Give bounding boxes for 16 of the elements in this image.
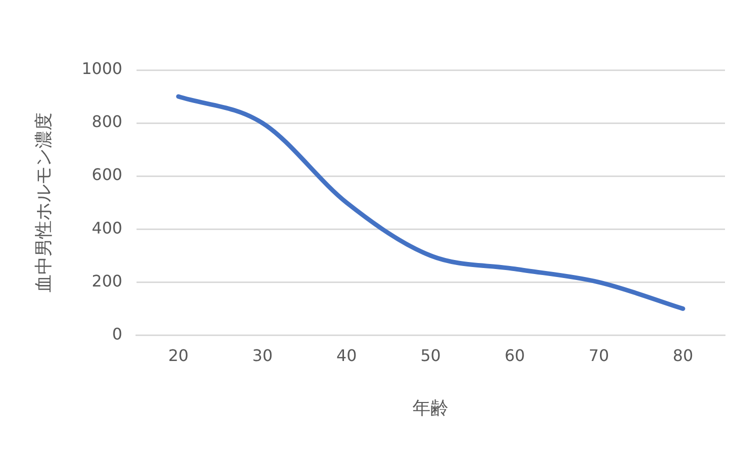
x-axis-title: 年齢 xyxy=(412,398,449,419)
x-tick-label: 30 xyxy=(252,346,273,365)
x-tick-label: 20 xyxy=(168,346,189,365)
x-tick-label: 40 xyxy=(336,346,357,365)
x-tick-label: 80 xyxy=(672,346,694,365)
x-tick-label: 70 xyxy=(588,346,610,365)
y-axis-title: 血中男性ホルモン濃度 xyxy=(33,112,54,293)
y-tick-label: 800 xyxy=(92,112,122,132)
y-tick-label: 200 xyxy=(92,271,122,290)
line-series xyxy=(176,94,686,311)
x-tick-label: 60 xyxy=(504,346,525,365)
y-tick-label: 400 xyxy=(92,218,122,238)
y-tick-label: 1000 xyxy=(82,59,122,78)
x-tick-label: 50 xyxy=(420,346,441,365)
y-tick-label: 0 xyxy=(112,324,122,344)
y-tick-label: 600 xyxy=(92,165,122,184)
